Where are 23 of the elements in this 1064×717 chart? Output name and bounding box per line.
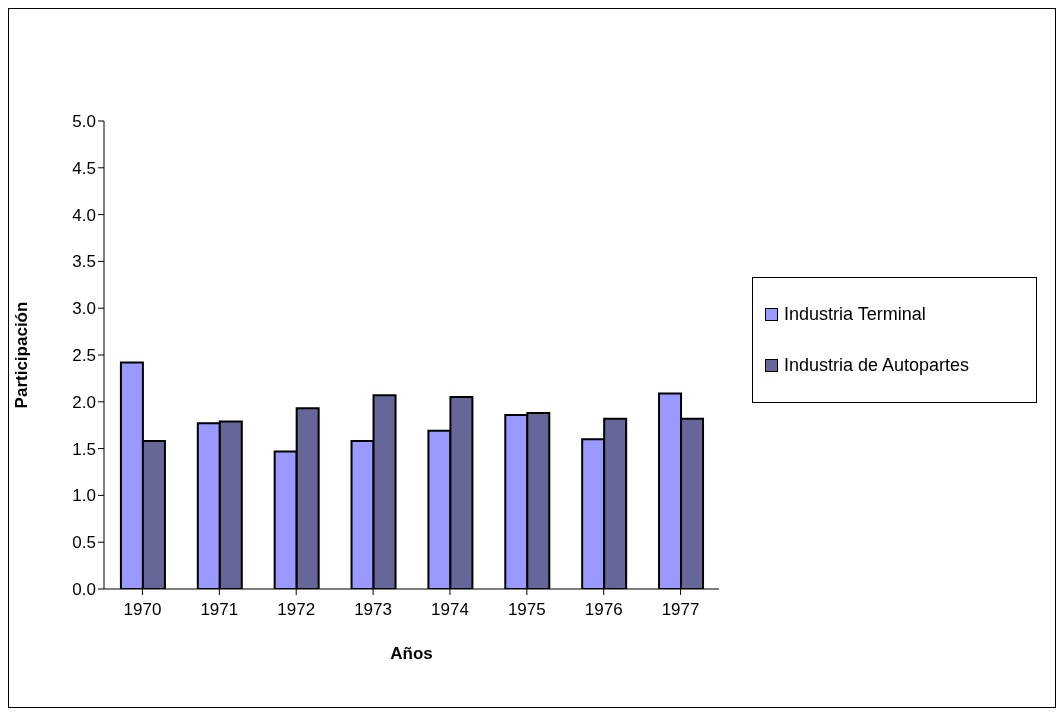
x-tick-label: 1973: [354, 600, 392, 620]
y-tick-label: 1.0: [72, 486, 96, 506]
y-tick-label: 1.5: [72, 439, 96, 459]
x-tick-label: 1972: [277, 600, 316, 620]
x-tick-label: 1977: [661, 600, 700, 620]
y-tick-label: 3.5: [72, 252, 96, 272]
x-tick-label: 1974: [431, 600, 469, 620]
y-tick-label: 2.0: [72, 392, 96, 412]
x-tick-label: 1971: [200, 600, 239, 620]
y-tick-label: 0.5: [72, 533, 96, 553]
y-tick-label: 2.5: [72, 346, 96, 366]
x-tick-label: 1976: [584, 600, 623, 620]
y-axis-title: Participación: [12, 301, 32, 409]
y-tick-label: 0.0: [72, 580, 96, 600]
y-tick-label: 3.0: [72, 299, 96, 319]
x-tick-label: 1975: [507, 600, 546, 620]
x-axis-title: Años: [390, 644, 433, 663]
y-tick-label: 5.0: [72, 112, 96, 132]
legend-label: Industria de Autopartes: [784, 355, 970, 376]
y-tick-label: 4.0: [72, 205, 96, 225]
legend-label: Industria Terminal: [784, 304, 926, 325]
y-tick-label: 4.5: [72, 158, 96, 178]
x-tick-label: 1970: [123, 600, 162, 620]
